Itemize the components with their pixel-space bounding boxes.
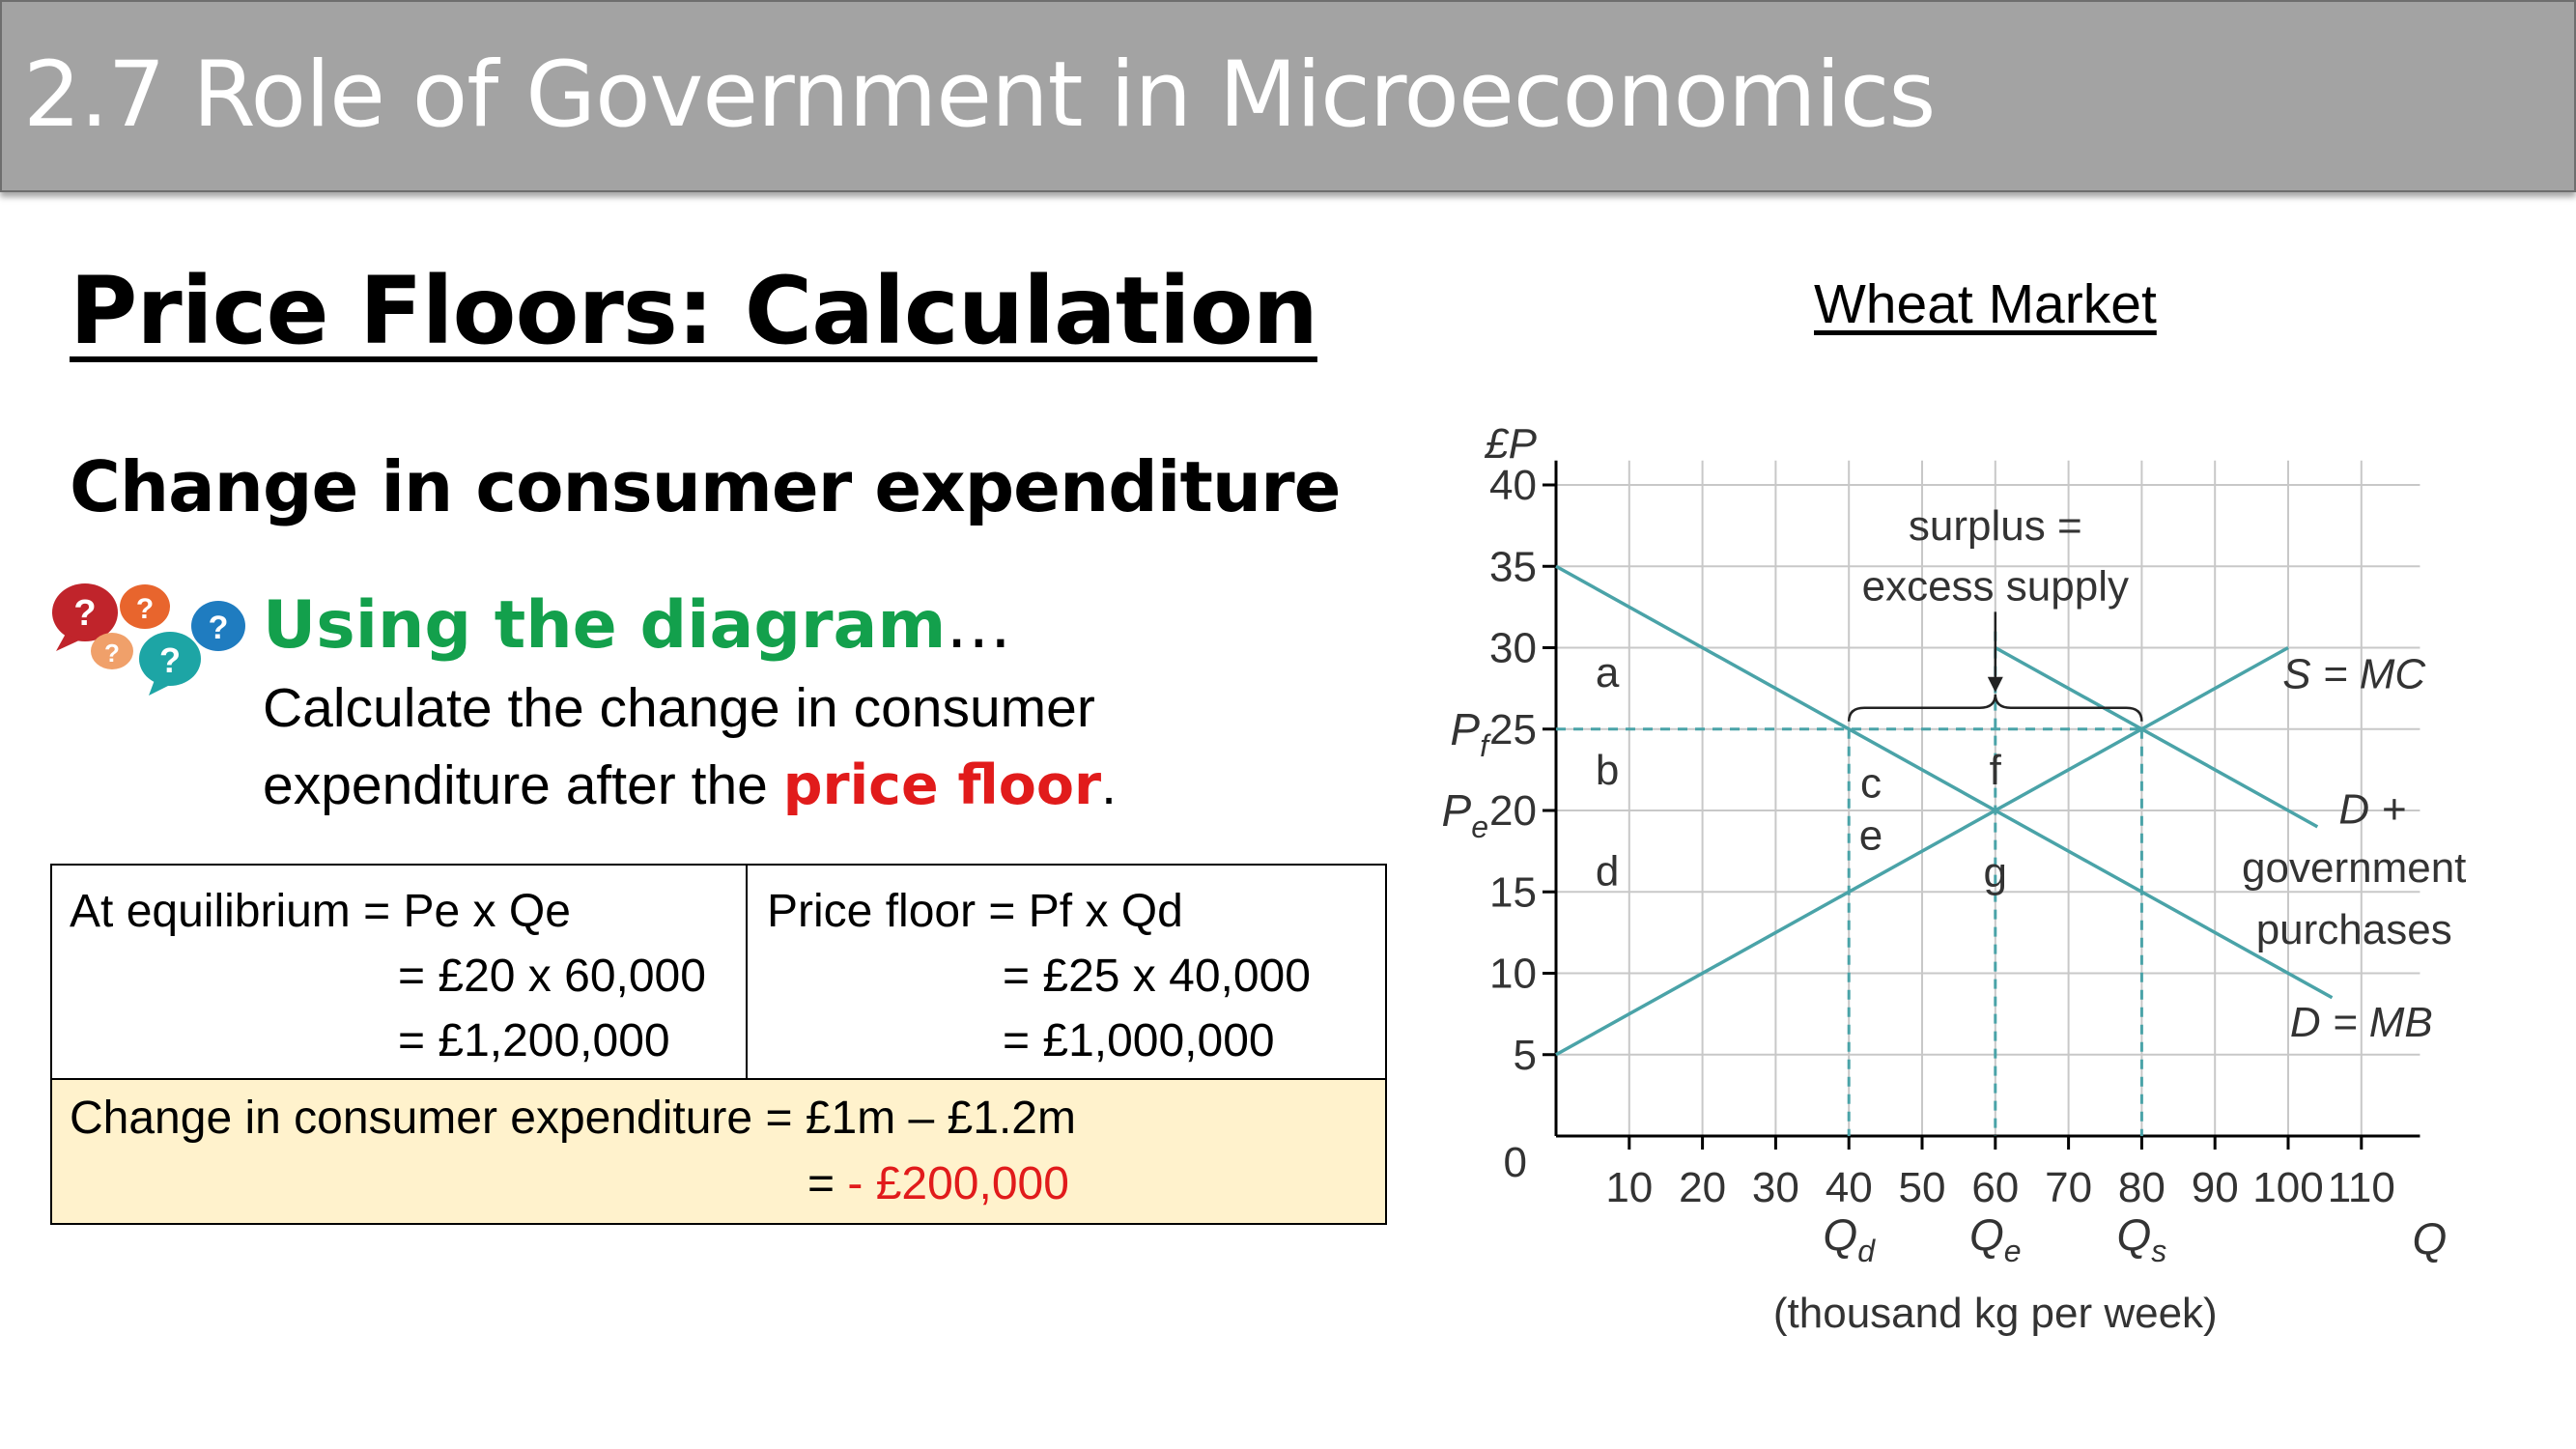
prompt-heading-text: Using the diagram bbox=[263, 587, 947, 664]
change-result: = - £200,000 bbox=[807, 1157, 1069, 1210]
blue-bubble: ? bbox=[191, 601, 245, 651]
section-subtitle: Change in consumer expenditure bbox=[70, 446, 1341, 527]
x-marker-base: Q bbox=[2117, 1209, 2152, 1260]
bubble-glyph: ? bbox=[136, 593, 154, 625]
y-tick-label: 35 bbox=[1489, 543, 1537, 590]
peach-bubble: ? bbox=[91, 633, 133, 669]
page-title: Price Floors: Calculation bbox=[70, 257, 1318, 365]
x-tick-label: 30 bbox=[1752, 1164, 1799, 1211]
equilibrium-values: = £20 x 60,000 bbox=[398, 951, 706, 1002]
prompt-line-2-text: expenditure after the bbox=[263, 754, 783, 816]
x-axis-label: Q bbox=[2413, 1213, 2448, 1264]
x-marker-sub: e bbox=[2004, 1234, 2022, 1268]
x-marker-Qd: Qd bbox=[1823, 1209, 1876, 1268]
red-bubble: ? bbox=[52, 583, 118, 651]
x-unit-label: (thousand kg per week) bbox=[1773, 1290, 2218, 1337]
price-floor-values: = £25 x 40,000 bbox=[1003, 951, 1311, 1002]
calculation-table: At equilibrium = Pe x Qe = £20 x 60,000 … bbox=[50, 864, 1387, 1225]
slide-title: 2.7 Role of Government in Microeconomics bbox=[23, 43, 1936, 148]
y-tick-label: 5 bbox=[1514, 1032, 1537, 1079]
y-tick-label: 25 bbox=[1489, 706, 1537, 753]
y-tick-label: 20 bbox=[1489, 787, 1537, 835]
bubble-glyph: ? bbox=[73, 593, 96, 634]
y-tick-label: 15 bbox=[1489, 868, 1537, 916]
y-tick-label: 40 bbox=[1489, 462, 1537, 509]
equilibrium-formula: At equilibrium = Pe x Qe bbox=[70, 886, 571, 937]
chart-title: Wheat Market bbox=[1814, 273, 2157, 335]
change-cell: Change in consumer expenditure = £1m – £… bbox=[50, 1078, 1387, 1225]
prompt-heading-ellipsis: … bbox=[946, 587, 1012, 664]
y-marker-sub: e bbox=[1471, 810, 1488, 844]
curve-1 bbox=[1555, 564, 2334, 1000]
price-floor-result: = £1,000,000 bbox=[1003, 1015, 1275, 1066]
bubble-glyph: ? bbox=[104, 639, 120, 668]
surplus-annotation: surplus = bbox=[1909, 502, 2082, 550]
x-marker-Qe: Qe bbox=[1969, 1209, 2022, 1268]
bubble-glyph: ? bbox=[209, 610, 229, 646]
surplus-annotation: excess supply bbox=[1862, 562, 2129, 610]
equilibrium-result: = £1,200,000 bbox=[398, 1015, 670, 1066]
area-label-g: g bbox=[1984, 849, 2007, 896]
curve-label: D + bbox=[2338, 785, 2406, 833]
x-marker-sub: d bbox=[1857, 1234, 1876, 1268]
y-marker-base: P bbox=[1442, 785, 1472, 836]
curve-label: purchases bbox=[2256, 906, 2452, 953]
change-value: - £200,000 bbox=[847, 1158, 1069, 1209]
prompt-heading: Using the diagram… bbox=[263, 587, 1011, 664]
curve-label: government bbox=[2242, 844, 2466, 892]
surplus-brace bbox=[1847, 694, 2143, 722]
price-floor-highlight: price floor bbox=[782, 753, 1102, 817]
teal-bubble: ? bbox=[139, 632, 201, 696]
y-marker-base: P bbox=[1450, 704, 1480, 754]
y-marker-Pf: Pf bbox=[1450, 704, 1491, 763]
x-tick-label: 80 bbox=[2118, 1164, 2166, 1211]
curve-2 bbox=[1994, 645, 2319, 829]
question-bubbles-icon: ? ? ? ? ? bbox=[52, 583, 245, 696]
area-label-f: f bbox=[1990, 747, 2002, 794]
prompt-line-2: expenditure after the price floor. bbox=[263, 753, 1117, 817]
x-tick-label: 40 bbox=[1826, 1164, 1873, 1211]
x-tick-label: 50 bbox=[1899, 1164, 1946, 1211]
x-marker-base: Q bbox=[1823, 1209, 1857, 1260]
x-marker-Qs: Qs bbox=[2117, 1209, 2167, 1268]
x-tick-label: 70 bbox=[2045, 1164, 2092, 1211]
prompt-line-1: Calculate the change in consumer bbox=[263, 677, 1095, 739]
x-tick-label: 90 bbox=[2192, 1164, 2239, 1211]
x-marker-sub: s bbox=[2151, 1234, 2166, 1268]
change-formula: Change in consumer expenditure = £1m – £… bbox=[70, 1093, 1076, 1144]
prompt-line-2-end: . bbox=[1101, 754, 1117, 816]
equilibrium-cell: At equilibrium = Pe x Qe = £20 x 60,000 … bbox=[50, 864, 748, 1080]
area-label-a: a bbox=[1596, 649, 1620, 696]
curve-0 bbox=[1555, 645, 2289, 1057]
orange-bubble: ? bbox=[120, 584, 170, 629]
x-tick-label: 60 bbox=[1971, 1164, 2019, 1211]
area-label-c: c bbox=[1860, 759, 1882, 807]
y-tick-label: 10 bbox=[1489, 951, 1537, 998]
x-tick-label: 20 bbox=[1679, 1164, 1726, 1211]
curve-label: S = MC bbox=[2282, 650, 2426, 697]
x-tick-label: 100 bbox=[2252, 1164, 2323, 1211]
area-label-d: d bbox=[1596, 847, 1619, 895]
y-tick-label: 30 bbox=[1489, 625, 1537, 672]
x-tick-label: 110 bbox=[2328, 1164, 2395, 1211]
title-bar: 2.7 Role of Government in Microeconomics bbox=[0, 0, 2576, 192]
x-marker-base: Q bbox=[1969, 1209, 2004, 1260]
change-equals: = bbox=[807, 1158, 848, 1209]
y-axis-label: £P bbox=[1484, 420, 1537, 468]
y-marker-Pe: Pe bbox=[1442, 785, 1488, 844]
area-label-e: e bbox=[1859, 811, 1882, 859]
bubble-glyph: ? bbox=[159, 640, 181, 680]
area-label-b: b bbox=[1596, 747, 1619, 794]
x-tick-label: 10 bbox=[1605, 1164, 1653, 1211]
surplus-arrow-head bbox=[1987, 676, 2003, 693]
price-floor-formula: Price floor = Pf x Qd bbox=[767, 886, 1183, 937]
origin-label: 0 bbox=[1504, 1139, 1527, 1186]
curve-label: D = MB bbox=[2290, 999, 2433, 1046]
